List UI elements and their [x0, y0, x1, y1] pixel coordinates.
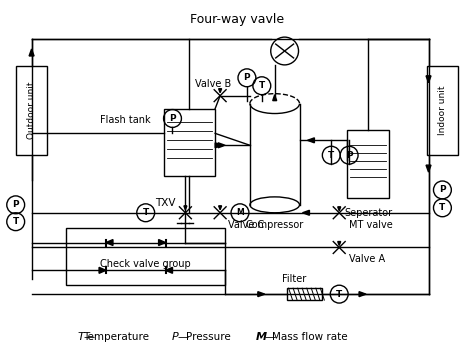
Text: Temperature: Temperature	[83, 332, 149, 342]
Polygon shape	[106, 240, 113, 245]
Text: Pressure: Pressure	[186, 332, 230, 342]
Polygon shape	[338, 242, 341, 245]
Text: Valve B: Valve B	[195, 79, 232, 89]
Text: T: T	[259, 81, 265, 90]
Text: MT valve: MT valve	[349, 219, 393, 230]
Bar	[347, 130, 389, 198]
Polygon shape	[165, 267, 173, 273]
Polygon shape	[426, 165, 431, 172]
Text: M: M	[236, 208, 244, 217]
Text: T: T	[336, 290, 342, 298]
Text: —: —	[178, 332, 189, 342]
Text: Flash tank: Flash tank	[100, 115, 151, 126]
Polygon shape	[308, 138, 314, 143]
Polygon shape	[426, 76, 431, 83]
Bar	[164, 108, 215, 176]
Text: M: M	[256, 332, 267, 342]
Text: Filter: Filter	[283, 274, 307, 284]
Polygon shape	[184, 206, 187, 210]
Text: Compressor: Compressor	[246, 220, 304, 230]
Text: —: —	[264, 332, 275, 342]
Text: T: T	[13, 217, 19, 226]
Text: Valve A: Valve A	[349, 254, 385, 264]
Text: Outdoor unit: Outdoor unit	[27, 82, 36, 139]
Polygon shape	[219, 206, 222, 210]
Text: T: T	[439, 203, 446, 212]
Text: TXV: TXV	[155, 198, 175, 208]
Bar	[287, 288, 322, 300]
Text: P: P	[172, 332, 179, 342]
Text: P: P	[244, 73, 250, 82]
Polygon shape	[273, 95, 277, 100]
Bar	[66, 228, 225, 285]
Text: T: T	[78, 332, 84, 342]
Text: Mass flow rate: Mass flow rate	[272, 332, 347, 342]
Polygon shape	[338, 207, 341, 211]
Text: Check valve group: Check valve group	[100, 260, 191, 269]
Text: P: P	[169, 114, 176, 123]
Polygon shape	[359, 292, 366, 297]
Bar	[427, 66, 458, 155]
Polygon shape	[218, 143, 225, 148]
Text: Seperator: Seperator	[344, 208, 392, 218]
Text: Four-way vavle: Four-way vavle	[190, 13, 284, 26]
Polygon shape	[29, 49, 34, 56]
Text: —: —	[83, 332, 95, 342]
Text: T: T	[328, 151, 334, 160]
Bar	[16, 66, 47, 155]
Polygon shape	[219, 89, 222, 93]
Text: Valve C: Valve C	[228, 219, 264, 230]
Text: Indoor unit: Indoor unit	[438, 86, 447, 135]
Text: P: P	[12, 200, 19, 209]
Polygon shape	[215, 143, 222, 148]
Polygon shape	[99, 267, 106, 273]
Text: P: P	[439, 185, 446, 194]
Text: T: T	[143, 208, 149, 217]
Polygon shape	[258, 292, 265, 297]
Polygon shape	[302, 210, 310, 215]
Polygon shape	[159, 240, 165, 245]
Text: P: P	[346, 151, 353, 160]
